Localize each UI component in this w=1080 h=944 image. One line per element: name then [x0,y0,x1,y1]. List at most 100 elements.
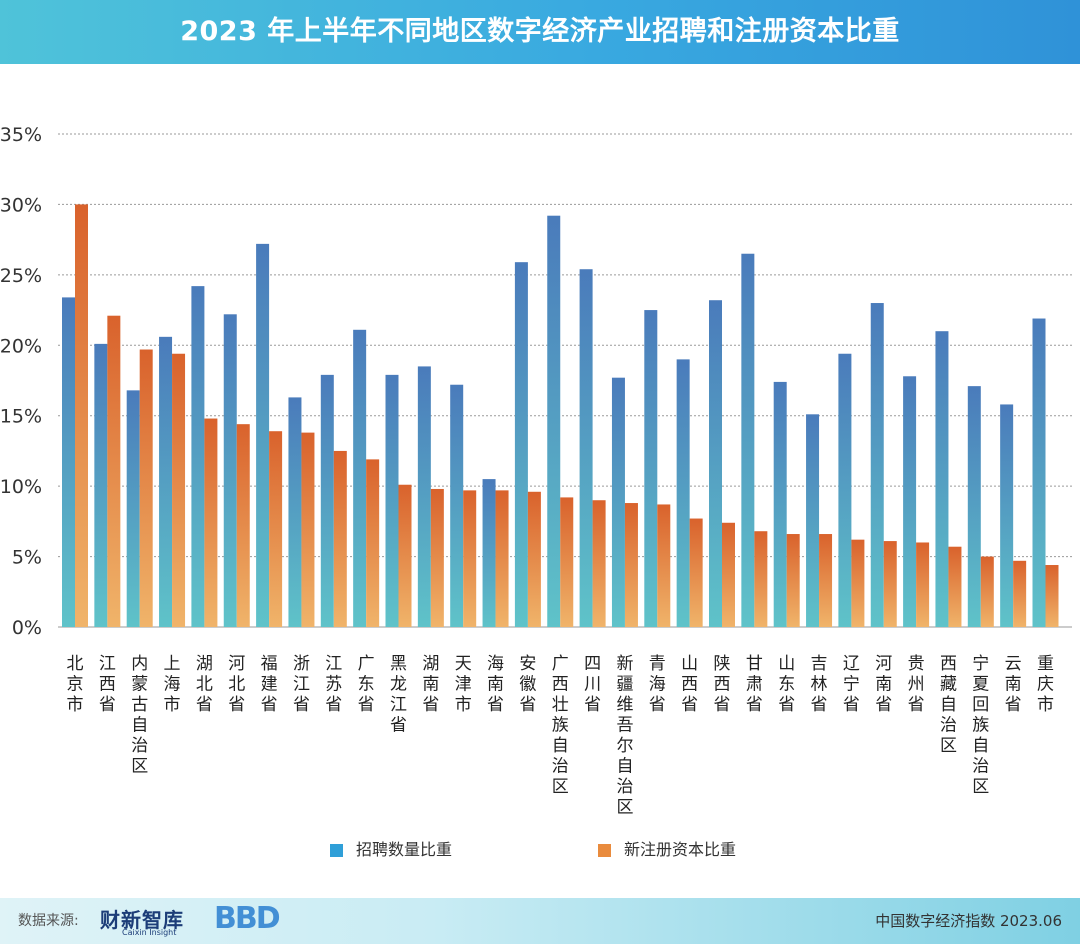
bar-capital [430,488,444,627]
bar-recruit [1032,318,1046,627]
bar-recruit [256,243,270,627]
x-tick-label: 上海市 [164,654,181,715]
y-tick-label: 10% [0,476,42,498]
bar-capital [754,531,768,627]
bbd-logo: BBD [214,901,281,936]
y-tick-label: 25% [0,265,42,287]
title-bar [0,0,1080,64]
x-tick-label: 河北省 [228,654,245,715]
bar-recruit [191,286,205,627]
bar-recruit [385,374,399,627]
bar-capital [689,518,703,627]
bar-capital [624,503,638,627]
bar-recruit [126,390,140,627]
x-tick-label: 广西壮族自治区 [552,654,569,797]
bar-capital [722,522,735,627]
x-tick-label: 四川省 [584,654,601,715]
y-tick-label: 30% [0,194,42,216]
bar-chart: 0% 5% 10% 15% 20% 25% 30% 35% 北京市江西省内蒙古自治区上海市湖北… [0,124,1072,818]
bar-capital [204,418,218,627]
bar-capital [301,432,315,627]
x-tick-label: 青海省 [649,654,666,715]
bar-capital [366,459,380,627]
bar-recruit [709,300,722,627]
bar-capital [1045,565,1059,627]
bar-recruit [741,253,755,627]
bar-capital [948,546,962,627]
bar-capital [657,504,671,627]
bars [62,204,1059,627]
x-tick-label: 河南省 [875,654,892,715]
legend-label-recruit: 招聘数量比重 [356,840,453,859]
bar-capital [495,490,509,627]
caixin-logo: 财新智库 [100,908,184,932]
x-tick-label: 湖南省 [422,654,439,715]
bar-recruit [838,353,852,627]
bar-recruit [1000,404,1014,627]
x-tick-label: 广东省 [358,654,375,715]
legend-label-capital: 新注册资本比重 [624,840,737,859]
y-tick-label: 20% [0,335,42,357]
caixin-logo-subtitle: Caixin Insight [122,928,177,937]
x-tick-label: 重庆市 [1037,654,1054,715]
bar-recruit [676,359,690,627]
x-tick-label: 内蒙古自治区 [131,654,148,777]
bar-capital [851,539,865,627]
bar-recruit [417,366,431,627]
bar-capital [592,500,606,627]
bar-capital [139,349,153,627]
x-axis: 北京市江西省内蒙古自治区上海市湖北省河北省福建省浙江省江苏省广东省黑龙江省湖南省… [67,654,1055,818]
bar-recruit [935,331,949,627]
chart-title: 2023 年上半年不同地区数字经济产业招聘和注册资本比重 [180,16,900,47]
x-tick-label: 陕西省 [714,654,731,715]
x-tick-label: 浙江省 [293,654,310,715]
x-tick-label: 山东省 [778,654,795,715]
x-tick-label: 海南省 [487,654,504,715]
y-tick-label: 5% [12,547,42,569]
bar-capital [883,541,897,627]
legend-swatch-recruit [330,844,343,857]
y-tick-label: 35% [0,124,42,146]
bar-capital [236,424,250,627]
bar-recruit [94,343,108,627]
bar-recruit [159,336,173,627]
x-tick-label: 辽宁省 [843,654,860,715]
footer: 数据来源: 财新智库 Caixin Insight BBD 中国数字经济指数 2… [0,898,1080,944]
bar-capital [398,484,412,627]
y-tick-label: 0% [12,617,42,639]
bar-recruit [353,329,367,627]
bar-capital [107,315,121,627]
x-tick-label: 江西省 [99,654,116,715]
x-tick-label: 天津市 [455,654,472,715]
bar-capital [527,491,541,627]
x-tick-label: 吉林省 [811,654,828,715]
x-tick-label: 云南省 [1005,654,1022,715]
bar-recruit [870,303,884,627]
x-tick-label: 贵州省 [908,654,925,715]
x-tick-label: 新疆维吾尔自治区 [616,654,633,818]
bar-recruit [288,397,302,627]
x-tick-label: 西藏自治区 [940,654,957,756]
bar-capital [786,534,800,627]
footer-index-label: 中国数字经济指数 2023.06 [875,912,1062,930]
legend: 招聘数量比重 新注册资本比重 [0,830,1080,870]
footer-source-label: 数据来源: [18,913,79,929]
bar-capital [463,490,477,627]
x-tick-label: 黑龙江省 [390,654,407,736]
bar-recruit [773,381,787,627]
bar-capital [333,450,347,627]
legend-swatch-capital [598,844,611,857]
bar-capital [172,353,186,627]
bar-capital [269,431,283,627]
x-tick-label: 江苏省 [325,654,342,715]
x-tick-label: 甘肃省 [746,654,763,715]
bar-capital [916,542,930,627]
bar-recruit [967,386,981,627]
bar-recruit [611,377,625,627]
bar-capital [819,534,833,627]
bar-recruit [62,297,75,627]
bar-recruit [450,384,464,627]
bar-capital [75,204,88,627]
bar-capital [980,556,994,627]
y-tick-label: 15% [0,406,42,428]
